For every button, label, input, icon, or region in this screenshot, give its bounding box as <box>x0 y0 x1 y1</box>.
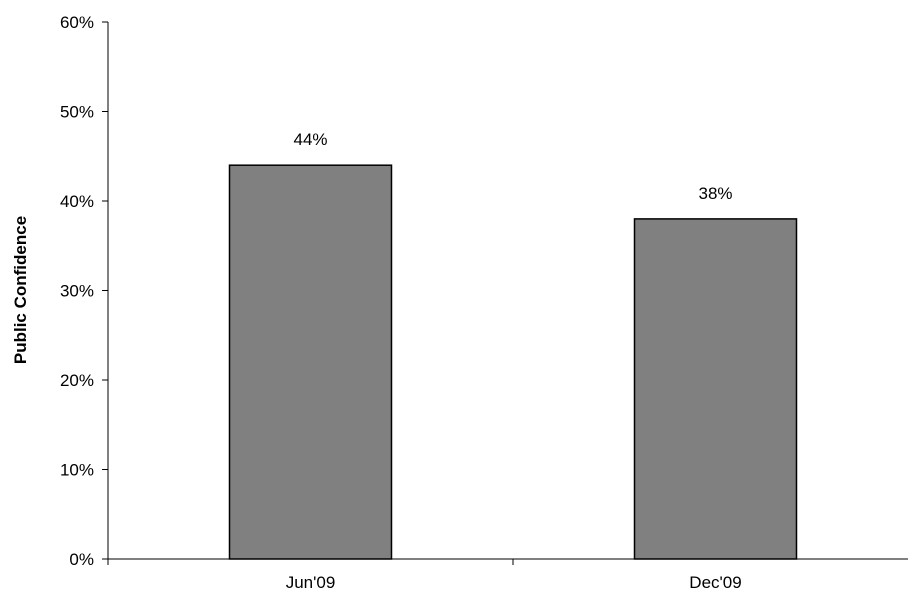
bar <box>633 218 798 560</box>
bar <box>228 164 393 560</box>
data-labels: 44% 38% <box>293 130 732 203</box>
y-tick-label: 10% <box>60 461 94 480</box>
y-tick-label: 60% <box>60 13 94 32</box>
y-tick-label: 0% <box>69 550 94 569</box>
bar-value-label: 38% <box>698 184 732 203</box>
x-axis: Jun'09 Dec'09 <box>107 558 908 592</box>
y-tick-label: 40% <box>60 192 94 211</box>
bars <box>228 164 798 560</box>
y-tick-label: 50% <box>60 103 94 122</box>
y-tick-label: 20% <box>60 371 94 390</box>
y-axis: 0% 10% 20% 30% 40% 50% 60% <box>60 13 109 569</box>
x-tick-label: Dec'09 <box>689 573 741 592</box>
bar-value-label: 44% <box>293 130 327 149</box>
y-tick-label: 30% <box>60 282 94 301</box>
x-tick-label: Jun'09 <box>286 573 336 592</box>
y-axis-title: Public Confidence <box>11 216 30 364</box>
